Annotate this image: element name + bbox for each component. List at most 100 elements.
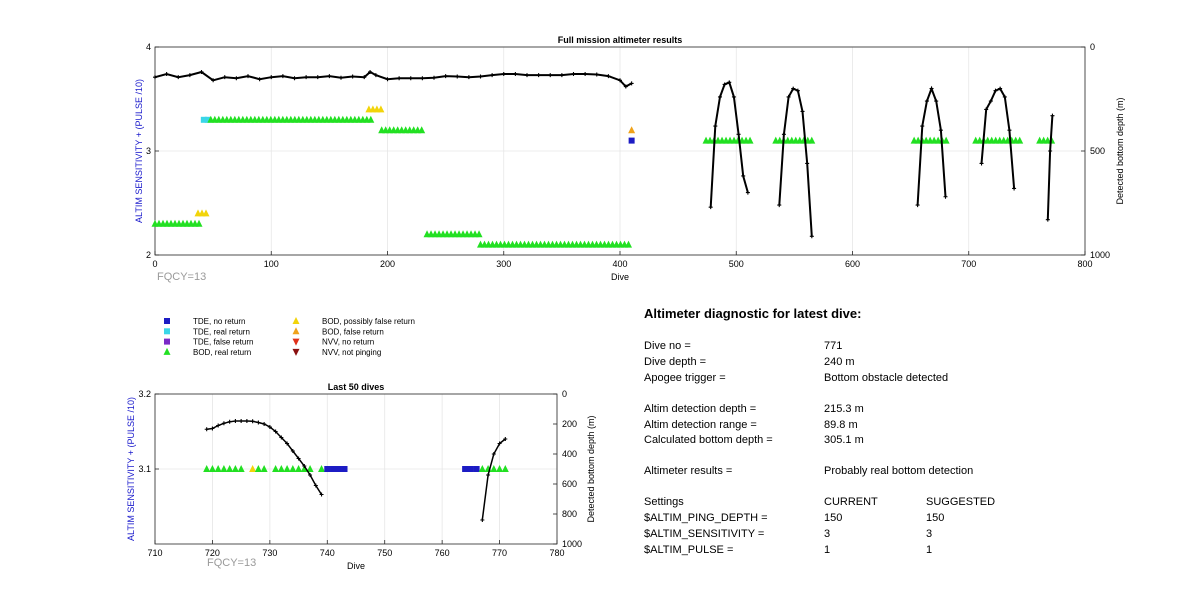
setting-suggested: 150 bbox=[926, 512, 945, 524]
legend-item: BOD, false return bbox=[292, 327, 384, 336]
bottom-depth-point bbox=[943, 194, 948, 199]
last-50-dives-y2-ticks: 0 200 400 600 800 1000 bbox=[553, 389, 582, 549]
setting-name: $ALTIM_SENSITIVITY = bbox=[644, 528, 765, 540]
legend-item: BOD, real return bbox=[163, 347, 251, 357]
current-label: CURRENT bbox=[824, 496, 878, 508]
legend-label: TDE, real return bbox=[193, 327, 250, 336]
bottom-depth-point bbox=[280, 74, 285, 79]
setting-marker bbox=[277, 465, 285, 472]
bottom-depth-point bbox=[244, 419, 249, 423]
full-mission-setting-markers bbox=[151, 105, 1056, 248]
setting-marker bbox=[1016, 136, 1024, 144]
x-tick-label: 200 bbox=[380, 259, 395, 269]
bottom-depth-point bbox=[368, 69, 373, 74]
y-tick-label: 3.2 bbox=[138, 389, 151, 399]
x-tick-label: 760 bbox=[435, 548, 450, 558]
full-mission-fqcy-annotation: FQCY=13 bbox=[157, 271, 206, 283]
bottom-depth-point bbox=[233, 419, 238, 423]
bottom-depth-point bbox=[480, 518, 485, 522]
legend-label: TDE, no return bbox=[193, 317, 245, 326]
bottom-depth-point bbox=[210, 426, 215, 431]
last-50-dives-fqcy-annotation: FQCY=13 bbox=[207, 557, 256, 569]
bottom-depth-point bbox=[993, 88, 998, 93]
legend-marker-icon bbox=[164, 328, 170, 335]
legend-marker-icon bbox=[292, 338, 300, 346]
setting-marker bbox=[204, 116, 211, 123]
bottom-depth-line bbox=[154, 70, 633, 88]
bottom-depth-point bbox=[713, 124, 718, 129]
last-50-dives-chart: Last 50 dives 710 720 730 740 750 760 770 780 3… bbox=[126, 382, 596, 571]
y-tick-label: 2 bbox=[146, 250, 151, 260]
full-mission-x-ticks: 0 100 200 300 400 500 600 700 800 bbox=[152, 251, 1093, 269]
bottom-depth-point bbox=[269, 75, 274, 80]
setting-marker bbox=[202, 209, 210, 217]
bottom-depth-point bbox=[1012, 186, 1017, 191]
bottom-depth-point bbox=[559, 73, 564, 78]
bottom-depth-point bbox=[731, 94, 736, 99]
legend-item: NVV, no return bbox=[292, 338, 374, 347]
legend-item: TDE, real return bbox=[164, 327, 250, 336]
bottom-depth-point bbox=[924, 99, 929, 104]
bottom-depth-point bbox=[618, 78, 622, 83]
bottom-depth-line bbox=[980, 87, 1016, 189]
x-tick-label: 100 bbox=[264, 259, 279, 269]
bottom-depth-point bbox=[285, 441, 290, 446]
apogee-trigger-label: Apogee trigger = bbox=[644, 372, 726, 384]
bottom-depth-point bbox=[239, 419, 244, 423]
settings-label: Settings bbox=[644, 496, 684, 508]
legend-marker-icon bbox=[163, 347, 171, 355]
bottom-depth-point bbox=[548, 73, 553, 78]
bottom-depth-point bbox=[501, 72, 506, 77]
bottom-depth-point bbox=[187, 73, 192, 78]
bottom-depth-point bbox=[478, 74, 483, 79]
legend-item: TDE, no return bbox=[164, 317, 245, 326]
bottom-depth-point bbox=[583, 72, 588, 77]
x-tick-label: 730 bbox=[262, 548, 277, 558]
bottom-depth-line bbox=[481, 438, 506, 521]
setting-marker bbox=[295, 465, 303, 472]
setting-marker bbox=[318, 465, 326, 472]
x-tick-label: 600 bbox=[845, 259, 860, 269]
bottom-depth-point bbox=[920, 124, 925, 129]
x-tick-label: 720 bbox=[205, 548, 220, 558]
last-50-dives-y2-label: Detected bottom depth (m) bbox=[586, 415, 596, 522]
setting-name: $ALTIM_PING_DEPTH = bbox=[644, 512, 768, 524]
legend-marker-icon bbox=[292, 317, 300, 324]
bottom-depth-point bbox=[304, 75, 309, 80]
bottom-depth-point bbox=[938, 128, 943, 133]
altim-detection-depth-value: 215.3 m bbox=[824, 403, 864, 415]
setting-marker bbox=[306, 465, 314, 472]
bottom-depth-point bbox=[466, 75, 471, 80]
bottom-depth-point bbox=[781, 132, 786, 137]
y-tick-label: 3 bbox=[146, 146, 151, 156]
bottom-depth-point bbox=[350, 74, 355, 79]
apogee-trigger-value: Bottom obstacle detected bbox=[824, 372, 949, 384]
legend-marker-icon bbox=[164, 338, 170, 345]
x-tick-label: 500 bbox=[729, 259, 744, 269]
x-tick-label: 780 bbox=[549, 548, 564, 558]
setting-marker bbox=[330, 466, 337, 472]
bottom-depth-point bbox=[216, 423, 221, 428]
full-mission-chart: Full mission altimeter results 0 100 200 30… bbox=[134, 35, 1125, 283]
bottom-depth-point bbox=[204, 427, 209, 432]
suggested-label: SUGGESTED bbox=[926, 496, 996, 508]
setting-marker bbox=[628, 126, 636, 134]
bottom-depth-point bbox=[606, 74, 611, 79]
bottom-depth-point bbox=[221, 421, 226, 426]
y2-tick-label: 200 bbox=[562, 419, 577, 429]
setting-marker bbox=[214, 465, 222, 472]
dive-no-label: Dive no = bbox=[644, 340, 691, 352]
setting-marker bbox=[226, 465, 234, 472]
y2-tick-label: 500 bbox=[1090, 146, 1105, 156]
bottom-depth-point bbox=[929, 86, 934, 91]
bottom-depth-point bbox=[741, 173, 746, 178]
bottom-depth-point bbox=[455, 74, 460, 79]
bottom-depth-point bbox=[315, 75, 320, 80]
legend-label: NVV, no return bbox=[322, 338, 374, 347]
bottom-depth-point bbox=[211, 78, 216, 83]
setting-marker bbox=[300, 465, 308, 472]
setting-marker bbox=[475, 230, 483, 238]
setting-marker bbox=[462, 466, 469, 472]
setting-marker bbox=[231, 465, 239, 472]
